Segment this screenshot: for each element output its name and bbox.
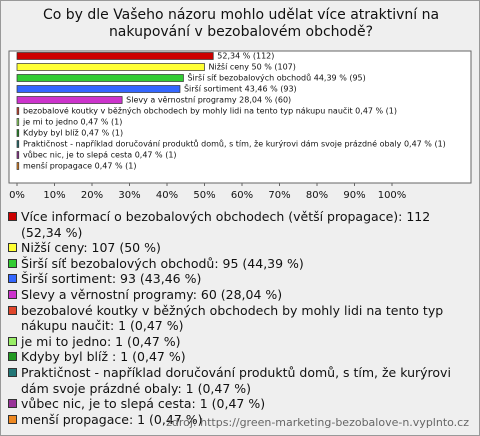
- bar: [16, 52, 214, 60]
- legend-label: je mi to jedno: 1 (0,47 %): [21, 333, 181, 349]
- legend-swatch: [8, 243, 17, 253]
- legend-swatch: [8, 212, 17, 221]
- legend-swatch: [8, 289, 17, 299]
- x-tick-label: 100%: [378, 190, 407, 201]
- bar: [16, 107, 20, 115]
- legend-label: Širší síť bezobalových obchodů: 95 (44,3…: [21, 255, 304, 271]
- x-tick-label: 80%: [306, 190, 328, 201]
- legend-item: je mi to jedno: 1 (0,47 %): [7, 334, 473, 350]
- bar: [16, 140, 20, 148]
- legend-item: bezobalové koutky v běžných obchodech by…: [7, 303, 473, 334]
- source: zdroj: https://green-marketing-bezobalov…: [166, 416, 469, 429]
- x-tick-label: 70%: [268, 190, 290, 201]
- x-tick-label: 10%: [43, 190, 65, 201]
- legend-swatch: [8, 367, 17, 377]
- legend-item: vůbec nic, je to slepá cesta: 1 (0,47 %): [7, 396, 473, 412]
- bar: [16, 118, 20, 126]
- legend-item: Slevy a věrnostní programy: 60 (28,04 %): [7, 287, 473, 303]
- x-tick-label: 60%: [231, 190, 253, 201]
- legend: Více informací o bezobalových obchodech …: [7, 209, 473, 427]
- legend-label: vůbec nic, je to slepá cesta: 1 (0,47 %): [21, 396, 266, 412]
- legend-label: Nižší ceny: 107 (50 %): [21, 240, 161, 256]
- legend-swatch: [8, 399, 17, 409]
- value-label: Kdyby byl blíž 0,47 % (1): [23, 129, 123, 138]
- value-label: Širší sortiment 43,46 % (93): [184, 83, 297, 94]
- legend-label: Více informací o bezobalových obchodech …: [21, 209, 431, 240]
- legend-item: Širší sortiment: 93 (43,46 %): [7, 271, 473, 287]
- plot-frame: [8, 50, 472, 184]
- x-tick-label: 90%: [343, 190, 365, 201]
- value-label: Slevy a věrnostní programy 28,04 % (60): [126, 96, 291, 105]
- legend-label: Slevy a věrnostní programy: 60 (28,04 %): [21, 286, 283, 302]
- bar: [16, 162, 20, 170]
- bar: [16, 151, 20, 159]
- bar: [16, 63, 205, 71]
- value-label: Širší síť bezobalových obchodů 44,39 % (…: [187, 72, 365, 83]
- value-label: bezobalové koutky v běžných obchodech by…: [23, 106, 397, 116]
- legend-label: Kdyby byl blíž : 1 (0,47 %): [21, 349, 186, 365]
- legend-swatch: [8, 352, 17, 362]
- legend-item: Nižší ceny: 107 (50 %): [7, 240, 473, 256]
- bar: [16, 96, 123, 104]
- legend-item: Kdyby byl blíž : 1 (0,47 %): [7, 349, 473, 365]
- x-tick-label: 30%: [118, 190, 140, 201]
- legend-item: Více informací o bezobalových obchodech …: [7, 209, 473, 240]
- value-label: je mi to jedno 0,47 % (1): [22, 118, 122, 127]
- legend-swatch: [8, 336, 17, 346]
- legend-label: Praktičnost - například doručování produ…: [21, 364, 451, 396]
- legend-swatch: [8, 274, 17, 284]
- bar: [16, 85, 181, 93]
- legend-swatch: [8, 258, 17, 268]
- value-label: menší propagace 0,47 % (1): [23, 161, 136, 171]
- x-tick-label: 50%: [193, 190, 215, 201]
- legend-item: Širší síť bezobalových obchodů: 95 (44,3…: [7, 256, 473, 272]
- legend-label: menší propagace: 1 (0,47 %): [21, 411, 203, 427]
- chart-title: Co by dle Vašeho názoru mohlo udělat víc…: [42, 7, 440, 40]
- value-label: 52,34 % (112): [217, 52, 274, 61]
- value-label: vůbec nic, je to slepá cesta 0,47 % (1): [23, 150, 177, 160]
- legend-swatch: [8, 305, 17, 315]
- x-tick-label: 40%: [156, 190, 178, 201]
- legend-label: bezobalové koutky v běžných obchodech by…: [21, 302, 444, 334]
- bar: [16, 129, 20, 137]
- legend-swatch: [8, 414, 17, 424]
- value-label: Praktičnost - například doručování produ…: [23, 139, 446, 149]
- bar: [16, 74, 184, 82]
- x-tick-label: 0%: [9, 190, 25, 201]
- legend-item: menší propagace: 1 (0,47 %): [7, 412, 473, 428]
- x-tick-label: 20%: [81, 190, 103, 201]
- legend-label: Širší sortiment: 93 (43,46 %): [21, 271, 202, 287]
- legend-item: Praktičnost - například doručování produ…: [7, 365, 473, 396]
- value-label: Nižší ceny 50 % (107): [209, 62, 296, 72]
